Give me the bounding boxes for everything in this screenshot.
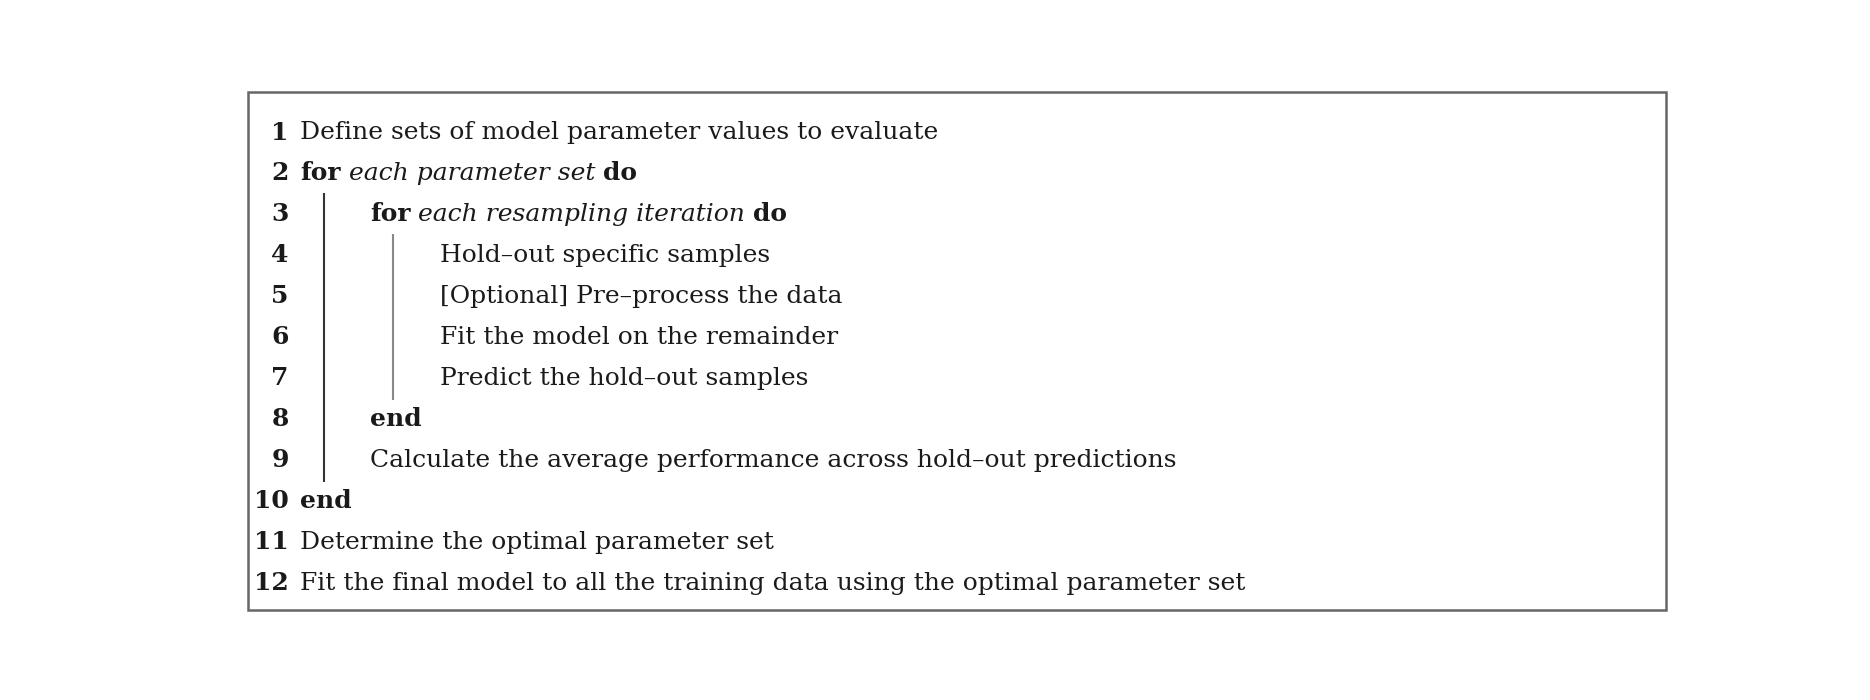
Text: 4: 4 <box>271 244 288 267</box>
Text: for: for <box>370 202 411 226</box>
Text: for: for <box>301 162 340 186</box>
Text: 5: 5 <box>271 284 288 309</box>
Text: end: end <box>370 407 421 431</box>
Text: Fit the model on the remainder: Fit the model on the remainder <box>439 326 838 349</box>
Text: end: end <box>301 489 352 513</box>
Text: 12: 12 <box>254 571 288 595</box>
Text: 8: 8 <box>271 407 288 431</box>
Text: [Optional] Pre–process the data: [Optional] Pre–process the data <box>439 285 842 308</box>
Text: Fit the final model to all the training data using the optimal parameter set: Fit the final model to all the training … <box>301 572 1245 594</box>
Text: 7: 7 <box>271 366 288 391</box>
Text: 11: 11 <box>254 530 288 554</box>
Text: 6: 6 <box>271 326 288 349</box>
FancyBboxPatch shape <box>249 92 1666 610</box>
Text: each parameter set: each parameter set <box>340 162 604 185</box>
Text: 10: 10 <box>254 489 288 513</box>
Text: Determine the optimal parameter set: Determine the optimal parameter set <box>301 531 774 554</box>
Text: 1: 1 <box>271 120 288 144</box>
Text: Calculate the average performance across hold–out predictions: Calculate the average performance across… <box>370 449 1176 472</box>
Text: Hold–out specific samples: Hold–out specific samples <box>439 244 770 267</box>
Text: 9: 9 <box>271 448 288 472</box>
Text: do: do <box>754 202 787 226</box>
Text: each resampling iteration: each resampling iteration <box>411 203 754 226</box>
Text: Predict the hold–out samples: Predict the hold–out samples <box>439 367 808 390</box>
Text: 2: 2 <box>271 162 288 186</box>
Text: 3: 3 <box>271 202 288 226</box>
Text: do: do <box>604 162 638 186</box>
Text: Define sets of model parameter values to evaluate: Define sets of model parameter values to… <box>301 121 939 144</box>
